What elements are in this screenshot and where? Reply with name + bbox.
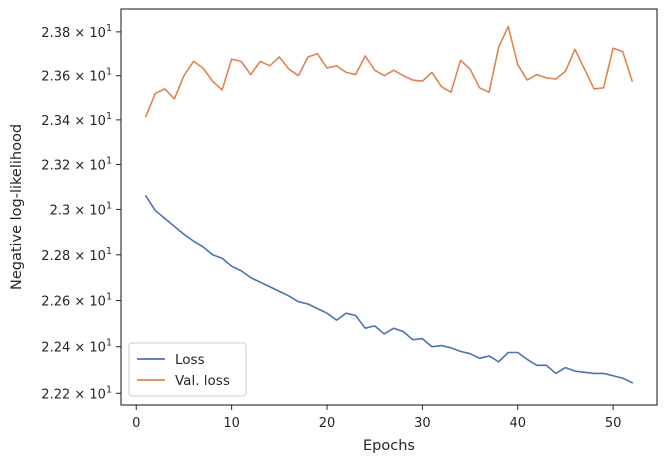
x-axis-label: Epochs — [363, 438, 415, 454]
x-tick-label: 10 — [223, 416, 240, 431]
y-axis-label: Negative log-likelihood — [9, 124, 25, 290]
y-tick-label: 2.38 × 101 — [41, 23, 112, 41]
x-tick-label: 30 — [414, 416, 431, 431]
x-tick-label: 20 — [319, 416, 336, 431]
y-tick-label: 2.34 × 101 — [41, 111, 112, 129]
x-tick-label: 40 — [509, 416, 526, 431]
y-tick-label: 2.24 × 101 — [41, 338, 112, 356]
y-tick-label: 2.26 × 101 — [41, 292, 112, 310]
legend-label-loss: Loss — [175, 352, 205, 368]
y-tick-label: 2.28 × 101 — [41, 246, 112, 264]
series-layer — [145, 25, 634, 384]
y-tick-label: 2.3 × 101 — [50, 200, 112, 218]
series-line-loss — [145, 195, 634, 384]
y-tick-label: 2.22 × 101 — [41, 384, 112, 402]
x-axis-ticks: 0 10 20 30 40 50 — [132, 405, 621, 431]
legend-frame — [128, 342, 247, 397]
legend-label-val-loss: Val. loss — [175, 373, 230, 389]
x-tick-label: 50 — [605, 416, 622, 431]
legend: Loss Val. loss — [128, 342, 247, 397]
plot-frame — [120, 8, 658, 406]
y-axis-ticks: 2.22 × 101 2.24 × 101 2.26 × 101 2.28 × 101… — [41, 23, 121, 402]
series-line-val-loss — [145, 25, 634, 118]
y-tick-label: 2.32 × 101 — [41, 155, 112, 173]
y-tick-label: 2.36 × 101 — [41, 67, 112, 85]
x-tick-label: 0 — [132, 416, 140, 431]
